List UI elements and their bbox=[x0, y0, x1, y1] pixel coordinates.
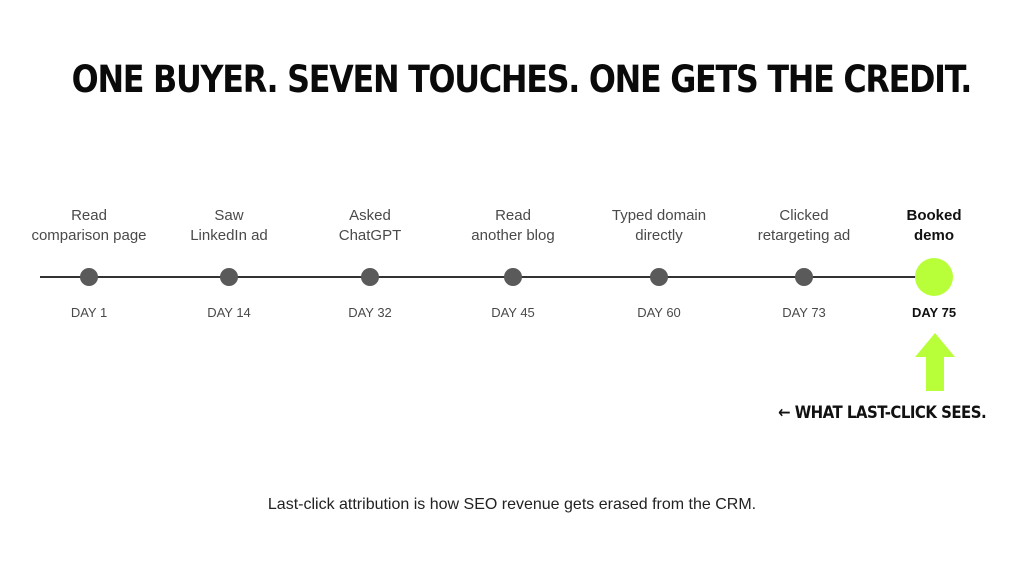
caption: Last-click attribution is how SEO revenu… bbox=[267, 496, 757, 513]
event-day: DAY 45 bbox=[491, 305, 535, 320]
event-label: Asked ChatGPT bbox=[338, 207, 402, 244]
event-label: Read comparison page bbox=[31, 207, 147, 244]
event-label: Read another blog bbox=[471, 207, 555, 244]
event-day: DAY 75 bbox=[911, 305, 957, 320]
event-day: DAY 32 bbox=[348, 305, 392, 320]
event-label: Typed domain directly bbox=[611, 207, 707, 244]
event-node bbox=[795, 268, 813, 286]
event-node bbox=[361, 268, 379, 286]
event-label: Saw LinkedIn ad bbox=[190, 207, 268, 244]
event-day: DAY 14 bbox=[207, 305, 251, 320]
timeline-line bbox=[40, 276, 946, 278]
event-node bbox=[504, 268, 522, 286]
event-label: Booked demo bbox=[906, 207, 962, 244]
event-node bbox=[220, 268, 238, 286]
event-node bbox=[80, 268, 98, 286]
left-arrow-icon: ← bbox=[778, 403, 791, 423]
event-label: Clicked retargeting ad bbox=[757, 207, 851, 244]
event-day: DAY 1 bbox=[70, 305, 108, 320]
last-click-callout: ← WHAT LAST-CLICK SEES. bbox=[778, 403, 987, 423]
page-title: ONE BUYER. SEVEN TOUCHES. ONE GETS THE C… bbox=[71, 58, 973, 101]
event-node bbox=[650, 268, 668, 286]
up-arrow-icon bbox=[915, 333, 955, 391]
event-day: DAY 73 bbox=[782, 305, 826, 320]
event-day: DAY 60 bbox=[637, 305, 681, 320]
callout-text: WHAT LAST-CLICK SEES. bbox=[794, 403, 987, 423]
event-node-highlighted bbox=[915, 258, 953, 296]
